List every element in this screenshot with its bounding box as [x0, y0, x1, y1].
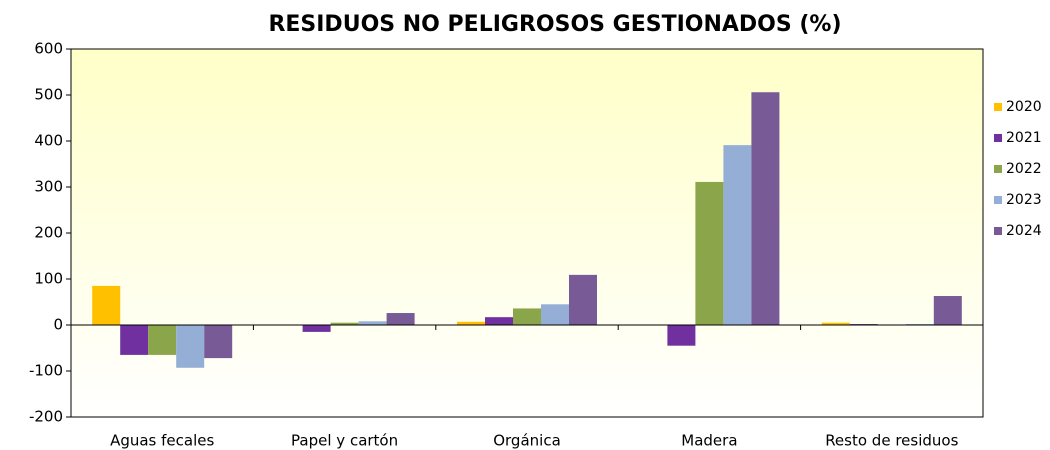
bar — [358, 321, 387, 325]
bar — [513, 308, 541, 325]
legend-swatch — [994, 165, 1002, 173]
y-tick-label: -100 — [29, 362, 63, 380]
y-tick-label: 300 — [34, 178, 63, 196]
bar — [485, 317, 513, 325]
x-tick-label: Papel y cartón — [291, 432, 398, 450]
bar — [176, 325, 205, 368]
y-tick-label: 0 — [53, 316, 63, 334]
y-tick-label: 100 — [34, 270, 63, 288]
bar — [92, 285, 121, 325]
bar — [569, 274, 597, 325]
legend-swatch — [994, 196, 1002, 204]
legend-label: 2020 — [1006, 99, 1042, 115]
bar — [302, 325, 331, 332]
bar — [933, 296, 962, 325]
y-tick-label: 500 — [34, 86, 63, 104]
bar — [386, 313, 415, 325]
legend-swatch — [994, 227, 1002, 235]
legend-label: 2022 — [1006, 161, 1042, 177]
x-tick-label: Aguas fecales — [110, 432, 214, 450]
bar — [148, 325, 177, 355]
y-tick-label: 400 — [34, 132, 63, 150]
bar — [667, 325, 696, 346]
chart-title: RESIDUOS NO PELIGROSOS GESTIONADOS (%) — [268, 12, 841, 37]
y-tick-label: 200 — [34, 224, 63, 242]
plot-area — [70, 48, 984, 418]
x-tick-label: Resto de residuos — [825, 432, 958, 450]
bar — [541, 304, 569, 325]
legend-label: 2024 — [1006, 223, 1042, 239]
bar — [751, 92, 780, 326]
bar — [330, 322, 359, 325]
bar — [457, 321, 485, 325]
bar — [723, 145, 752, 325]
y-tick-label: -200 — [29, 408, 63, 426]
legend-swatch — [994, 134, 1002, 142]
legend-label: 2021 — [1006, 130, 1042, 146]
legend-swatch — [994, 103, 1002, 111]
x-tick-label: Orgánica — [493, 432, 561, 450]
bar — [821, 322, 850, 325]
bar — [120, 325, 149, 355]
bar — [695, 181, 724, 325]
y-tick-label: 600 — [34, 40, 63, 58]
legend-label: 2023 — [1006, 192, 1042, 208]
x-tick-label: Madera — [681, 432, 737, 450]
bar — [204, 325, 233, 359]
